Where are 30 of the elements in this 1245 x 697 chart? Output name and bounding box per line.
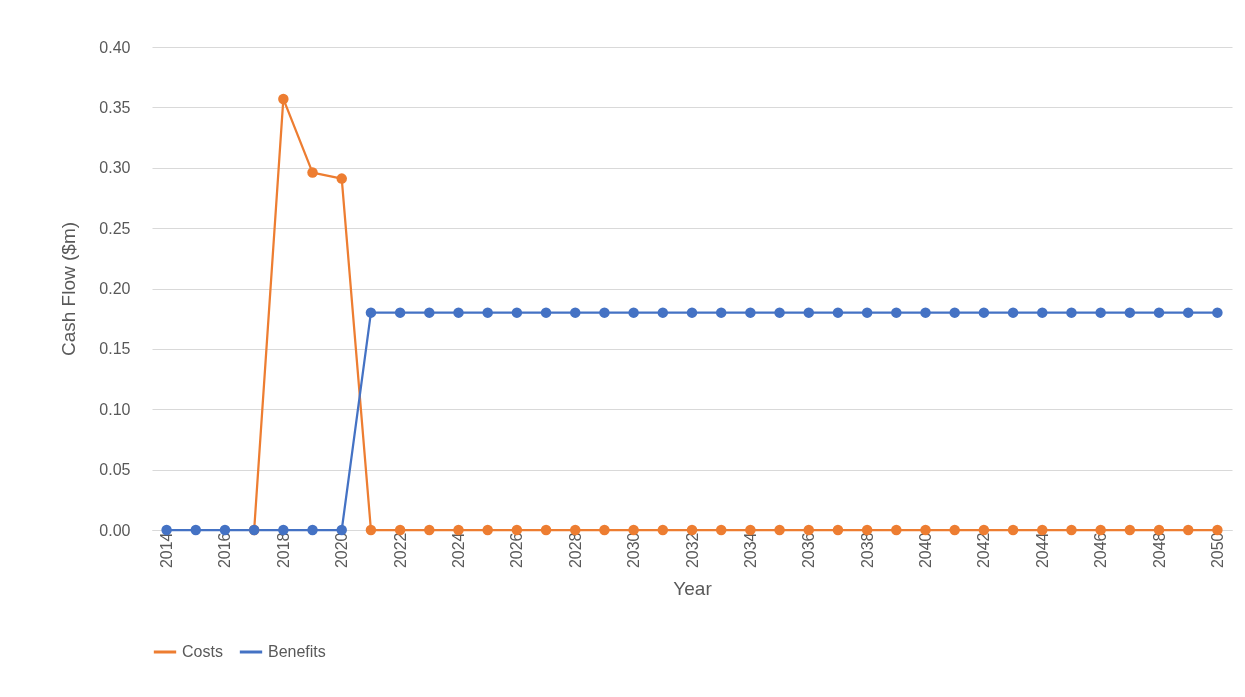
x-tick-label: 2048 xyxy=(1150,532,1168,569)
y-tick-label: 0.40 xyxy=(99,38,131,56)
y-tick-label: 0.05 xyxy=(99,461,131,479)
x-tick-label: 2040 xyxy=(917,532,935,569)
y-tick-label: 0.20 xyxy=(99,280,131,297)
legend-label: Benefits xyxy=(268,643,326,660)
x-tick-label: 2014 xyxy=(158,532,176,569)
x-tick-label: 2046 xyxy=(1092,532,1110,569)
x-tick-label: 2050 xyxy=(1208,532,1226,569)
x-tick-label: 2028 xyxy=(566,532,584,569)
x-tick-label: 2018 xyxy=(274,532,292,569)
legend-label: Costs xyxy=(182,643,223,660)
y-axis-title: Cash Flow ($m) xyxy=(58,221,80,357)
x-axis-title: Year xyxy=(673,578,713,600)
x-tick-label: 2026 xyxy=(508,532,526,569)
x-tick-label: 2030 xyxy=(625,532,643,569)
y-tick-label: 0.35 xyxy=(99,98,131,116)
x-tick-label: 2036 xyxy=(800,532,818,569)
y-tick-label: 0.00 xyxy=(99,521,131,539)
y-tick-label: 0.15 xyxy=(99,340,131,358)
y-tick-label: 0.10 xyxy=(99,400,131,418)
y-tick-label: 0.25 xyxy=(99,219,131,237)
x-tick-label: 2024 xyxy=(449,532,467,569)
x-tick-label: 2022 xyxy=(391,532,409,569)
y-tick-label: 0.30 xyxy=(99,159,131,177)
x-tick-label: 2032 xyxy=(683,532,701,569)
x-tick-label: 2042 xyxy=(975,532,993,569)
x-tick-label: 2044 xyxy=(1033,532,1051,569)
x-tick-label: 2038 xyxy=(858,532,876,569)
x-tick-label: 2034 xyxy=(741,532,759,569)
